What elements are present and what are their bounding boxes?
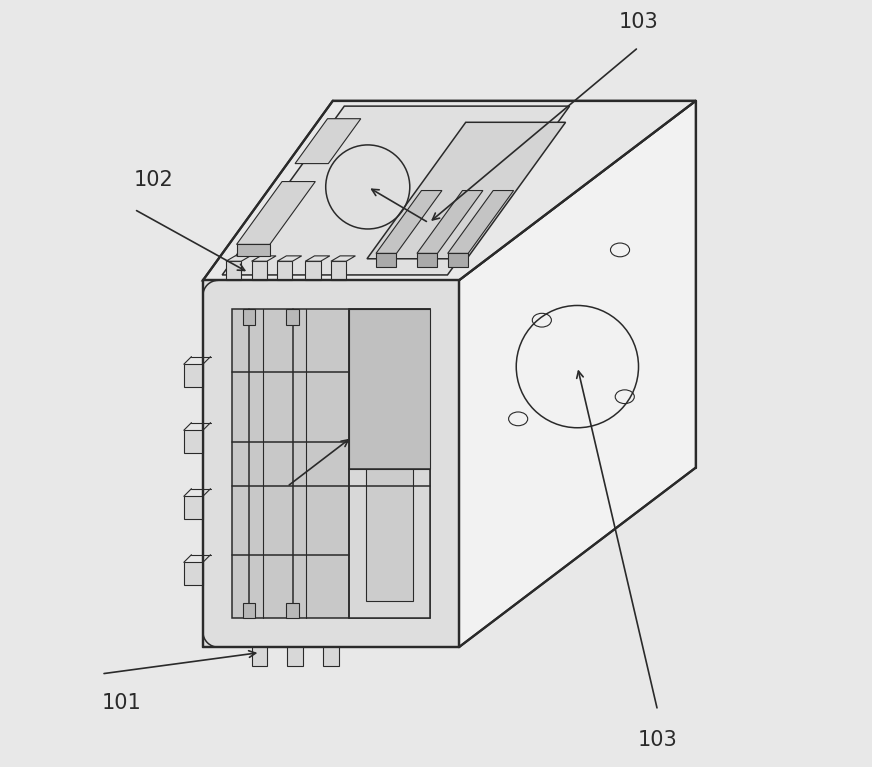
Polygon shape — [365, 326, 413, 601]
Polygon shape — [203, 100, 696, 280]
Polygon shape — [222, 106, 569, 275]
Polygon shape — [295, 119, 361, 163]
Polygon shape — [277, 262, 292, 280]
Polygon shape — [277, 256, 302, 262]
Polygon shape — [286, 309, 298, 324]
Polygon shape — [447, 253, 468, 267]
Text: 103: 103 — [637, 729, 678, 749]
Polygon shape — [305, 256, 330, 262]
Polygon shape — [243, 309, 255, 324]
Polygon shape — [252, 256, 276, 262]
Polygon shape — [226, 256, 250, 262]
Polygon shape — [236, 182, 316, 245]
Polygon shape — [447, 190, 514, 253]
Polygon shape — [376, 253, 397, 267]
Polygon shape — [349, 309, 430, 618]
Polygon shape — [376, 190, 442, 253]
Polygon shape — [184, 562, 203, 585]
Polygon shape — [417, 253, 438, 267]
Polygon shape — [226, 262, 242, 280]
Polygon shape — [184, 364, 203, 387]
Polygon shape — [243, 603, 255, 618]
Polygon shape — [252, 647, 267, 667]
Polygon shape — [236, 245, 269, 256]
Polygon shape — [331, 262, 346, 280]
Polygon shape — [286, 603, 298, 618]
Polygon shape — [417, 190, 483, 253]
Polygon shape — [349, 309, 430, 469]
Polygon shape — [324, 647, 338, 667]
Polygon shape — [232, 309, 430, 618]
Polygon shape — [459, 100, 696, 647]
Polygon shape — [288, 647, 303, 667]
Polygon shape — [184, 496, 203, 519]
Text: 102: 102 — [134, 170, 174, 190]
Text: 103: 103 — [618, 12, 658, 32]
Polygon shape — [203, 280, 459, 647]
Polygon shape — [184, 430, 203, 453]
Polygon shape — [331, 256, 356, 262]
Polygon shape — [305, 262, 321, 280]
Polygon shape — [367, 122, 566, 258]
Text: 101: 101 — [101, 693, 141, 713]
Polygon shape — [252, 262, 267, 280]
